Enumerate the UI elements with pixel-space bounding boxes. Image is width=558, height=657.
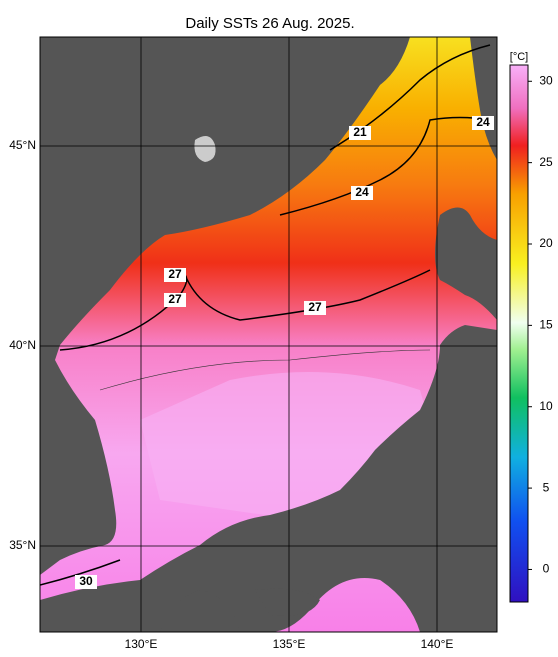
contour-label: 21 xyxy=(353,125,367,139)
contour-label-box xyxy=(304,301,326,315)
contour-label-box xyxy=(349,126,371,140)
colorbar-tick-label: 30 xyxy=(539,73,553,87)
contour-label: 30 xyxy=(79,574,93,588)
colorbar-tick-label: 20 xyxy=(539,236,553,250)
map-area xyxy=(40,37,497,632)
colorbar xyxy=(509,64,529,603)
contour-label-box xyxy=(75,575,97,589)
grid xyxy=(40,37,497,632)
colorbar-tick-label: 0 xyxy=(543,562,550,576)
land-japan xyxy=(40,325,497,632)
land-kyushu xyxy=(160,590,240,632)
colorbar-tick-label: 10 xyxy=(539,399,553,413)
island xyxy=(194,136,216,162)
x-tick-label: 130°E xyxy=(125,637,158,651)
land-shikoku xyxy=(255,588,320,616)
contour-label: 27 xyxy=(168,292,182,306)
colorbar-tick-label: 25 xyxy=(539,155,553,169)
colorbar-tick-label: 15 xyxy=(539,318,553,332)
land-hokkaido xyxy=(435,207,497,320)
y-tick-label: 40°N xyxy=(9,338,36,352)
colorbar-unit: [°C] xyxy=(510,51,528,63)
y-tick-label: 45°N xyxy=(9,138,36,152)
map-title: Daily SSTs 26 Aug. 2025. xyxy=(185,15,354,32)
map-frame xyxy=(39,36,498,633)
x-tick-label: 135°E xyxy=(273,637,306,651)
contour xyxy=(99,349,431,391)
contour xyxy=(59,269,431,351)
contour xyxy=(279,116,491,216)
contour-label: 27 xyxy=(308,300,322,314)
contour-label-box xyxy=(351,186,373,200)
contour-label: 24 xyxy=(355,185,369,199)
y-tick-label: 35°N xyxy=(9,538,36,552)
contour-label-box xyxy=(164,268,186,282)
contour-label: 27 xyxy=(168,267,182,281)
colorbar-tick-label: 5 xyxy=(543,480,550,494)
contour-label-box xyxy=(164,293,186,307)
contour-label: 24 xyxy=(476,115,490,129)
contour xyxy=(40,559,121,586)
contour-label-box xyxy=(472,116,494,130)
land-continent xyxy=(40,37,410,575)
x-tick-label: 140°E xyxy=(421,637,454,651)
